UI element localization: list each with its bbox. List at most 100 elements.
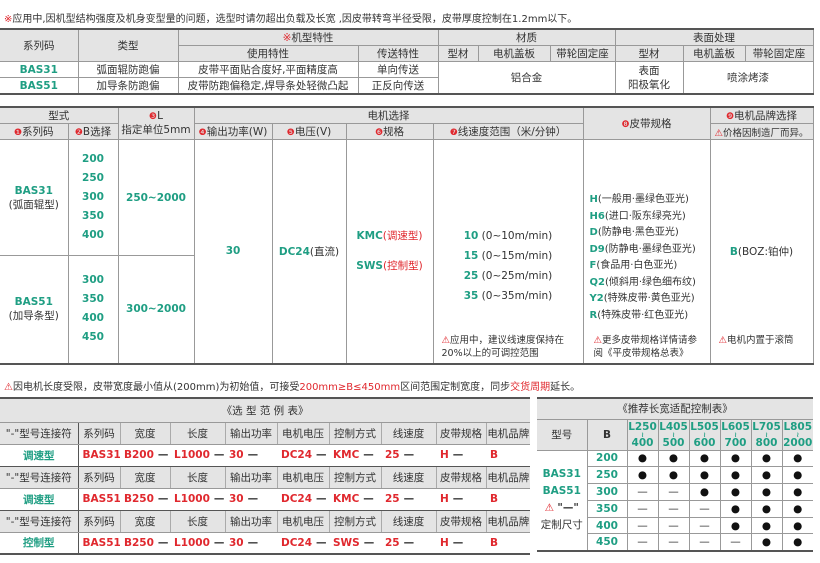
speed-option: 10 (0~10m/min): [434, 226, 582, 246]
range-header: L250 ≀ 400: [626, 418, 659, 451]
table-row: BAS31 弧面辊防跑偏 皮带平面贴合度好,平面精度高 单向传送 铝合金 表面 阳极氧化…: [0, 61, 814, 95]
example-value-text: H: [440, 493, 449, 505]
available-dot: ●: [719, 449, 752, 468]
example-header: 电机电压: [276, 422, 329, 445]
speed-note-text: 应用中，建议线速度保持在20%以上的可调控范围: [441, 334, 565, 359]
speed-code: 25: [463, 270, 479, 283]
available-dot: ●: [719, 516, 752, 535]
series-code: BAS51: [0, 77, 79, 95]
spec-code: SWS: [356, 260, 383, 273]
available-dot: ●: [781, 516, 813, 535]
example-label: 调速型: [0, 444, 79, 467]
num-badge: ❹: [198, 128, 207, 138]
available-dot: ●: [688, 449, 721, 468]
size-row: 300— — ● ● ● ●: [537, 483, 813, 501]
speed-range: (0~35m/min): [481, 290, 553, 303]
spec-desc: (控制型): [383, 260, 423, 273]
warning-icon: ⚠: [441, 334, 451, 346]
range-from: L250: [628, 420, 657, 433]
b-option: 350: [82, 293, 104, 306]
use: 皮带防跑偏稳定,焊导条处轻微凸起: [177, 77, 359, 95]
example-value: KMC —: [329, 444, 381, 467]
h-belt: ❽皮带规格: [582, 106, 711, 140]
brand-note: ⚠电机内置于滚筒: [719, 334, 794, 347]
example-header: 电机品牌: [485, 466, 531, 489]
available-dot: ●: [750, 449, 783, 468]
example-value: B: [486, 488, 531, 511]
b-value: 450: [587, 533, 628, 552]
note-text: 延长。: [550, 382, 581, 393]
num-badge: ❶: [13, 128, 23, 138]
spec-code: KMC: [356, 230, 383, 243]
h-feature-label: 机型特性: [291, 32, 334, 44]
belt-code: Q2: [589, 276, 605, 288]
b-option: 400: [82, 312, 104, 325]
speed-code: 15: [463, 250, 479, 263]
available-dot: ●: [750, 499, 783, 518]
range-header: L805 ≀ 2000: [781, 418, 813, 451]
available-dot: ●: [750, 533, 783, 552]
belt-option: H(一般用·墨绿色亚光): [590, 192, 710, 209]
custom-dash: —: [688, 533, 721, 552]
custom-dash: —: [657, 499, 690, 518]
example-value: 25—: [381, 444, 436, 467]
series-bas51: BAS51 (加导条型): [0, 255, 69, 364]
warning-icon: ⚠: [714, 127, 723, 139]
connector-dash: —: [316, 493, 327, 505]
example-value-text: DC24: [281, 493, 313, 505]
belt-desc: (进口·阪东绿亮光): [604, 210, 686, 222]
example-header: 长度: [169, 466, 225, 489]
example-value: DC24—: [277, 444, 329, 467]
b-options: 300 350 400 450: [67, 255, 119, 364]
num-badge: ❷: [74, 128, 83, 138]
h-series: ❶系列码: [0, 123, 69, 140]
b-option: 400: [82, 229, 104, 241]
example-value-text: KMC: [333, 493, 360, 505]
example-value: BAS51—: [78, 532, 120, 555]
custom-note: ⚠ "—": [537, 500, 586, 517]
voltage-code: DC24: [278, 245, 310, 258]
belt-code: Y2: [589, 293, 604, 305]
example-header: 输出功率: [224, 422, 277, 445]
example-value: SWS —: [329, 532, 381, 555]
h-transfer: 传送特性: [357, 45, 439, 62]
example-value: 25—: [381, 488, 436, 511]
h-power: ❹输出功率(W): [193, 123, 273, 140]
h-l-label: L: [157, 110, 163, 122]
example-value: 25—: [381, 532, 436, 555]
belt-code: D9: [589, 243, 605, 255]
available-dot: ●: [688, 466, 721, 485]
example-value-text: L1000: [174, 449, 210, 461]
h-type: 类型: [77, 28, 179, 62]
example-header: 系列码: [77, 422, 120, 445]
h-speed: ❼线速度范围（米/分钟）: [432, 123, 584, 140]
h-use: 使用特性: [178, 45, 359, 62]
available-dot: ●: [750, 516, 783, 535]
example-header: 电机品牌: [485, 510, 531, 533]
num-badge: ❺: [286, 128, 295, 138]
example-header: 皮带规格: [435, 510, 486, 533]
h-sub: 电机盖板: [682, 45, 746, 62]
h-speed-label: 线速度范围（米/分钟）: [457, 126, 567, 138]
l-range: 250~2000: [117, 139, 195, 256]
connector-dash: —: [316, 536, 327, 549]
b-options: 200 250 300 350 400: [67, 139, 119, 256]
belt-option: F(食品用·白色亚光): [590, 258, 710, 275]
range-to: 500: [662, 436, 685, 449]
belt-desc: (一般用·墨绿色亚光): [597, 194, 689, 206]
size-row: 400— — — ● ● ●: [537, 516, 813, 535]
range-tilde: ≀: [734, 430, 737, 439]
belt-code: F: [589, 260, 597, 272]
custom-dash: —: [719, 533, 752, 552]
h-sub: 带轮固定座: [549, 45, 616, 62]
example-value: BAS31—: [78, 444, 120, 467]
speed-option: 25 (0~25m/min): [434, 266, 582, 286]
connector-dash: —: [363, 536, 375, 549]
belt-option: D9(防静电·墨绿色亚光): [590, 242, 710, 259]
speed-options: 10 (0~10m/min) 15 (0~15m/min) 25 (0~25m/…: [432, 139, 584, 364]
h-l-sub: 指定单位5mm: [121, 124, 191, 136]
num-badge: ❼: [449, 128, 458, 138]
series-code: BAS31: [14, 184, 53, 197]
example-header: "-"型号连接符: [0, 466, 79, 489]
example-header-row: "-"型号连接符 系列码 宽度 长度 输出功率 电机电压 控制方式 线速度 皮带规格 电机品牌: [0, 422, 531, 445]
